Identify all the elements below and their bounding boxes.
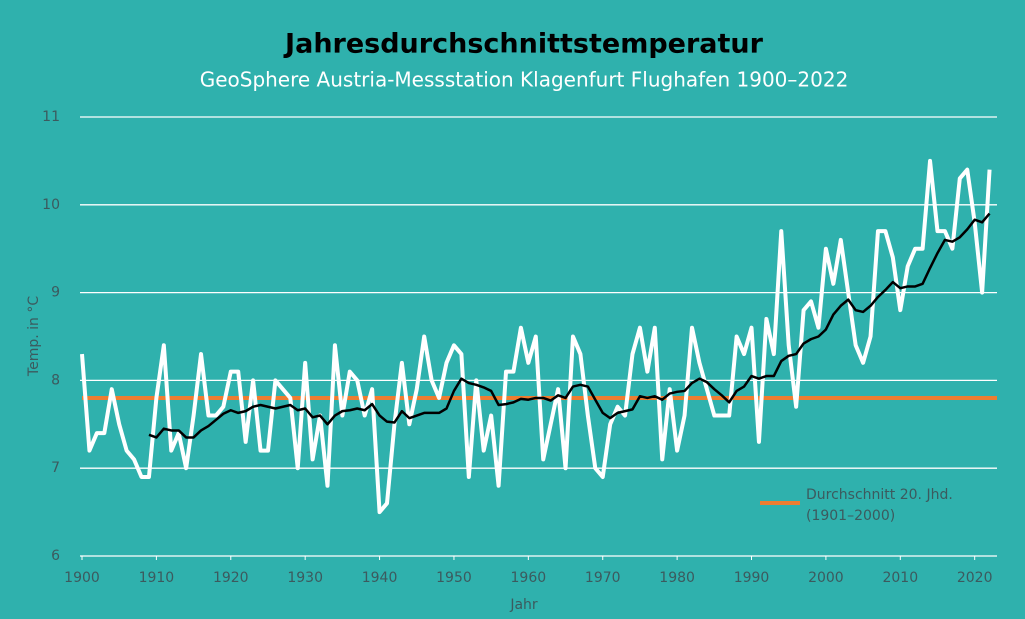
y-tick-label: 9 [51, 285, 60, 301]
x-tick-label: 1940 [362, 570, 398, 586]
x-tick-label: 1950 [436, 570, 472, 586]
y-tick-label: 10 [42, 197, 60, 213]
x-tick-label: 1960 [511, 570, 547, 586]
chart-subtitle: GeoSphere Austria-Messstation Klagenfurt… [200, 68, 849, 92]
x-tick-label: 2000 [808, 570, 844, 586]
x-tick-label: 1900 [64, 570, 100, 586]
x-tick-label: 1980 [659, 570, 695, 586]
x-tick-label: 2020 [957, 570, 993, 586]
chart-title: Jahresdurchschnittstemperatur [283, 29, 764, 60]
legend-label: Durchschnitt 20. Jhd. (1901–2000) [806, 487, 953, 524]
x-tick-label: 1930 [287, 570, 323, 586]
x-tick-label: 1970 [585, 570, 621, 586]
x-tick-label: 1910 [139, 570, 175, 586]
y-axis-label: Temp. in °C [26, 296, 42, 377]
y-tick-label: 8 [51, 372, 60, 388]
x-tick-label: 2010 [882, 570, 918, 586]
y-tick-label: 11 [42, 109, 60, 125]
y-tick-label: 7 [51, 460, 60, 476]
x-tick-label: 1920 [213, 570, 249, 586]
data-line [80, 158, 992, 515]
y-tick-label: 6 [51, 548, 60, 564]
data-line [148, 212, 991, 439]
x-axis-label: Jahr [509, 597, 538, 613]
x-tick-label: 1990 [734, 570, 770, 586]
